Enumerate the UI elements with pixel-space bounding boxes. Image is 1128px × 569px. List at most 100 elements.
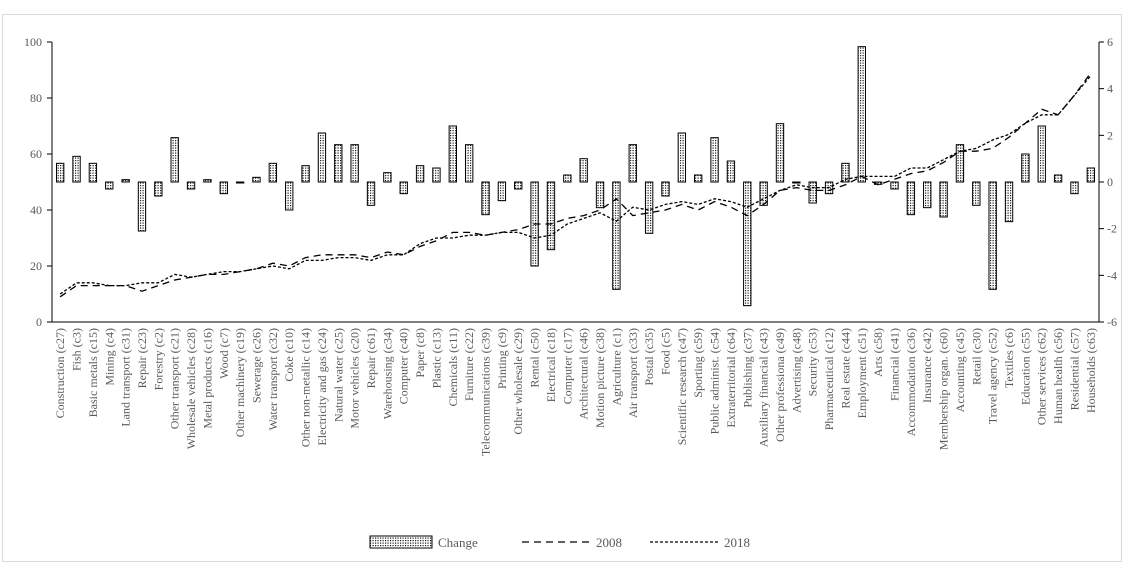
change-bar — [121, 179, 130, 183]
left-tick-label: 60 — [30, 147, 42, 161]
x-tick-label: Fish (c3) — [70, 328, 84, 371]
change-bar — [432, 167, 441, 183]
x-tick-label: Coke (c10) — [282, 328, 296, 382]
change-bar — [906, 181, 916, 216]
x-tick-label: Motor vehicles (c20) — [348, 328, 362, 429]
x-tick-label: Printing (c9) — [495, 328, 509, 389]
x-tick-label: Accommodation (c36) — [904, 328, 918, 436]
change-bar — [1086, 167, 1096, 183]
x-tick-label: Construction (c27) — [53, 328, 67, 418]
change-bar — [170, 137, 179, 183]
x-tick-label: Architectural (c46) — [577, 328, 591, 420]
x-tick-label: Repair (c23) — [135, 328, 149, 388]
x-tick-label: Human health (c56) — [1051, 328, 1065, 424]
x-tick-label: Textiles (c6) — [1002, 328, 1016, 388]
chart-area — [2, 14, 1122, 562]
change-bar — [759, 181, 768, 206]
right-tick-label: 0 — [1107, 175, 1113, 189]
x-tick-label: Residential (c57) — [1067, 328, 1081, 410]
change-bar — [923, 181, 932, 209]
change-bar — [415, 165, 425, 183]
x-tick-label: Arts (c58) — [871, 328, 885, 377]
x-tick-label: Paper (c8) — [413, 328, 427, 378]
x-tick-label: Postal (c35) — [642, 328, 656, 386]
right-tick-label: 6 — [1107, 35, 1113, 49]
change-bar — [841, 162, 850, 183]
x-tick-label: Auxiliary financial (c43) — [757, 328, 771, 447]
x-tick-label: Education (c55) — [1018, 328, 1032, 405]
change-bar — [546, 181, 556, 251]
x-tick-label: Rental (c50) — [528, 328, 542, 388]
change-bar — [1004, 181, 1014, 223]
x-tick-label: Households (c63) — [1084, 328, 1098, 413]
change-bar — [955, 144, 965, 183]
change-bar — [235, 181, 245, 184]
change-bar — [203, 179, 212, 183]
right-tick-label: -2 — [1107, 222, 1117, 236]
change-bar — [939, 181, 948, 218]
change-bar — [612, 181, 621, 290]
x-tick-label: Extraterritorial (c64) — [724, 328, 738, 428]
change-bar — [137, 181, 147, 232]
change-bar — [857, 46, 866, 183]
change-bar — [694, 174, 703, 183]
x-tick-label: Mining (c4) — [102, 328, 116, 386]
change-bar — [72, 155, 81, 183]
change-bar — [301, 165, 310, 183]
x-tick-label: Travel agency (c52) — [986, 328, 1000, 424]
change-bar — [988, 181, 997, 290]
change-bar — [383, 172, 392, 183]
x-tick-label: Forestry (c2) — [151, 328, 165, 390]
x-tick-label: Land transport (c31) — [119, 328, 133, 427]
change-bar — [1070, 181, 1079, 195]
x-tick-label: Financial (c41) — [888, 328, 902, 401]
change-bar — [890, 181, 899, 190]
x-tick-label: Other professiona (c49) — [773, 328, 787, 442]
x-tick-label: Basic metals (c15) — [86, 328, 100, 417]
change-bar — [219, 181, 228, 195]
change-bar — [55, 162, 65, 183]
change-bar — [808, 181, 817, 204]
x-tick-label: Other services (c62) — [1035, 328, 1049, 425]
change-bar — [677, 132, 687, 183]
x-tick-label: Other machinery (c19) — [233, 328, 247, 437]
change-bar — [285, 181, 294, 211]
x-tick-label: Insurance (c42) — [920, 328, 934, 403]
change-bar — [563, 174, 572, 183]
change-bar — [399, 181, 408, 195]
x-tick-label: Security (c53) — [806, 328, 820, 396]
change-bar — [317, 132, 327, 183]
change-bar — [268, 162, 278, 183]
change-bar — [792, 181, 801, 184]
x-tick-label: Food (c5) — [658, 328, 672, 375]
x-tick-label: Membership organ. (c60) — [937, 328, 951, 450]
x-tick-label: Electricity and gas (c24) — [315, 328, 329, 446]
x-tick-label: Sporting (c59) — [691, 328, 705, 398]
x-tick-label: Plastic (c13) — [429, 328, 443, 388]
x-tick-label: Other wholesale (c29) — [511, 328, 525, 435]
x-tick-label: Chemicals (c11) — [446, 328, 460, 407]
left-tick-label: 40 — [30, 203, 42, 217]
x-tick-label: Furniture (c22) — [462, 328, 476, 401]
change-bar — [154, 181, 163, 197]
series-line-2008 — [59, 72, 1092, 298]
change-bar — [972, 181, 981, 206]
x-tick-label: Water transport (c32) — [266, 328, 280, 430]
x-tick-label: Motion picture (c38) — [593, 328, 607, 428]
change-bar — [350, 144, 359, 183]
x-tick-label: Scientific research (c47) — [675, 328, 689, 445]
left-tick-label: 100 — [24, 35, 42, 49]
x-tick-label: Repair (c61) — [364, 328, 378, 388]
change-bar — [743, 181, 752, 307]
change-bar — [775, 123, 785, 183]
right-tick-label: 4 — [1107, 82, 1113, 96]
x-tick-label: Pharmaceutical (c12) — [822, 328, 836, 430]
change-bar — [1021, 153, 1030, 183]
x-tick-label: Agriculture (c1) — [609, 328, 623, 406]
x-tick-label: Other transport (c21) — [168, 328, 182, 429]
change-bar — [628, 144, 637, 183]
x-tick-label: Wholesale vehicles (c28) — [184, 328, 198, 449]
x-tick-label: Other non-metallic (c14) — [299, 328, 313, 447]
change-bar — [448, 125, 457, 183]
legend-label: 2008 — [596, 535, 622, 550]
